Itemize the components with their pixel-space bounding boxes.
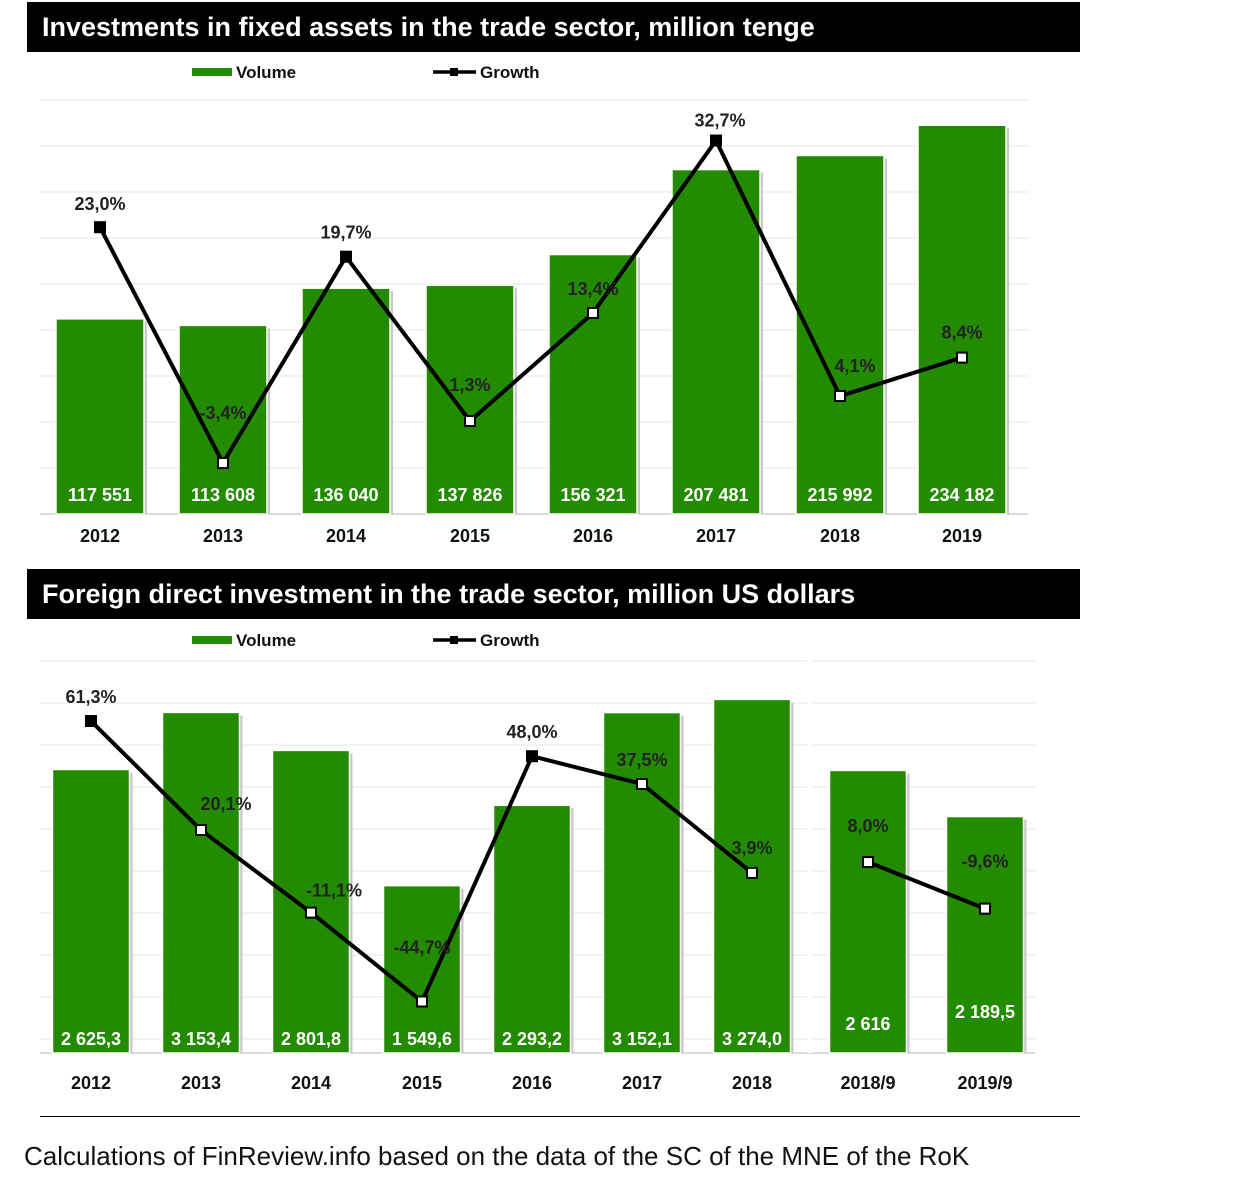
growth-marker	[526, 750, 538, 763]
category-label: 2017	[622, 1073, 662, 1093]
category-label: 2015	[450, 526, 490, 546]
category-label: 2019	[942, 526, 982, 546]
growth-value-label: 32,7%	[694, 111, 745, 131]
volume-value-label: 136 040	[313, 485, 378, 505]
growth-marker	[340, 250, 352, 263]
volume-bar	[917, 124, 1007, 515]
volume-value-label: 137 826	[437, 485, 502, 505]
growth-value-label: 13,4%	[567, 279, 618, 299]
volume-bar	[51, 768, 131, 1054]
volume-value-label: 113 608	[191, 485, 255, 505]
category-label: 2018	[820, 526, 860, 546]
volume-bar	[271, 749, 351, 1054]
volume-value-label: 1 549,6	[392, 1029, 452, 1049]
source-note: Calculations of FinReview.info based on …	[24, 1141, 970, 1171]
legend-growth-label: Growth	[480, 63, 540, 82]
growth-value-label: 48,0%	[506, 722, 557, 742]
chart-title: Foreign direct investment in the trade s…	[27, 569, 1080, 619]
volume-bar	[178, 324, 268, 515]
category-label: 2013	[203, 526, 243, 546]
growth-line	[98, 138, 963, 466]
fdi-chart: Volume Growth 2 625,3 2012 3 153,4 2013 2 801,…	[40, 631, 1035, 1093]
volume-value-label: 117 551	[68, 485, 132, 505]
growth-value-label: 20,1%	[200, 794, 251, 814]
growth-marker	[746, 866, 758, 879]
legend-volume-label: Volume	[236, 631, 296, 650]
volume-bar	[945, 815, 1025, 1054]
legend-growth-label: Growth	[480, 631, 540, 650]
chart-title: Investments in fixed assets in the trade…	[27, 2, 1080, 52]
volume-bar	[382, 884, 462, 1054]
source-divider	[40, 1116, 1080, 1117]
category-label: 2012	[71, 1073, 111, 1093]
growth-marker	[834, 390, 846, 403]
legend-growth-marker	[450, 68, 458, 76]
growth-value-label: 8,0%	[847, 816, 888, 836]
growth-marker	[710, 134, 722, 147]
growth-value-label: 1,3%	[449, 375, 490, 395]
growth-marker	[416, 995, 428, 1008]
volume-value-label: 156 321	[560, 485, 625, 505]
volume-bar	[602, 711, 682, 1054]
legend-volume-swatch	[192, 68, 232, 76]
growth-value-label: 3,9%	[731, 838, 772, 858]
fixed-assets-chart: Volume Growth 117 551 2012 113 608 2013 136 04…	[40, 63, 1028, 546]
category-label: 2016	[512, 1073, 552, 1093]
volume-value-label: 215 992	[807, 485, 872, 505]
volume-value-label: 234 182	[929, 485, 994, 505]
growth-value-label: 61,3%	[65, 687, 116, 707]
legend-growth-marker	[450, 636, 458, 644]
volume-value-label: 3 152,1	[612, 1029, 672, 1049]
growth-marker	[305, 906, 317, 919]
category-label: 2018/9	[840, 1073, 895, 1093]
growth-marker	[85, 715, 97, 728]
volume-bar	[828, 769, 908, 1054]
growth-value-label: -3,4%	[199, 403, 246, 423]
growth-marker	[195, 824, 207, 837]
volume-value-label: 3 274,0	[722, 1029, 782, 1049]
volume-value-label: 2 189,5	[955, 1002, 1015, 1022]
volume-value-label: 2 616	[845, 1014, 890, 1034]
legend-volume-label: Volume	[236, 63, 296, 82]
growth-value-label: -9,6%	[961, 852, 1008, 872]
growth-marker	[979, 902, 991, 915]
growth-value-label: 37,5%	[616, 750, 667, 770]
growth-value-label: -11,1%	[306, 881, 362, 901]
growth-value-label: 19,7%	[320, 223, 371, 243]
growth-marker	[636, 778, 648, 790]
growth-marker	[587, 306, 599, 319]
category-label: 2013	[181, 1073, 221, 1093]
category-label: 2016	[573, 526, 613, 546]
growth-value-label: 4,1%	[834, 356, 875, 376]
volume-bar	[548, 253, 638, 515]
growth-line	[867, 860, 986, 911]
growth-marker	[94, 221, 106, 234]
growth-marker	[217, 457, 229, 470]
category-label: 2014	[326, 526, 366, 546]
volume-value-label: 207 481	[683, 485, 748, 505]
category-label: 2019/9	[957, 1073, 1012, 1093]
volume-value-label: 2 801,8	[281, 1029, 341, 1049]
volume-bar	[301, 287, 391, 515]
category-label: 2015	[402, 1073, 442, 1093]
growth-value-label: 8,4%	[941, 323, 982, 343]
category-label: 2018	[732, 1073, 772, 1093]
growth-marker	[464, 415, 476, 428]
volume-bar	[161, 711, 241, 1054]
category-label: 2017	[696, 526, 736, 546]
volume-value-label: 2 625,3	[61, 1029, 121, 1049]
category-label: 2014	[291, 1073, 331, 1093]
category-label: 2012	[80, 526, 120, 546]
volume-value-label: 3 153,4	[171, 1029, 231, 1049]
growth-value-label: -44,7%	[393, 938, 450, 958]
volume-bar	[671, 168, 761, 515]
volume-bar	[425, 284, 515, 515]
volume-bar	[492, 804, 572, 1054]
growth-marker	[862, 856, 874, 869]
volume-bar	[55, 318, 145, 515]
volume-value-label: 2 293,2	[502, 1029, 562, 1049]
growth-value-label: 23,0%	[74, 194, 125, 214]
growth-marker	[956, 351, 968, 364]
legend-volume-swatch	[192, 636, 232, 644]
